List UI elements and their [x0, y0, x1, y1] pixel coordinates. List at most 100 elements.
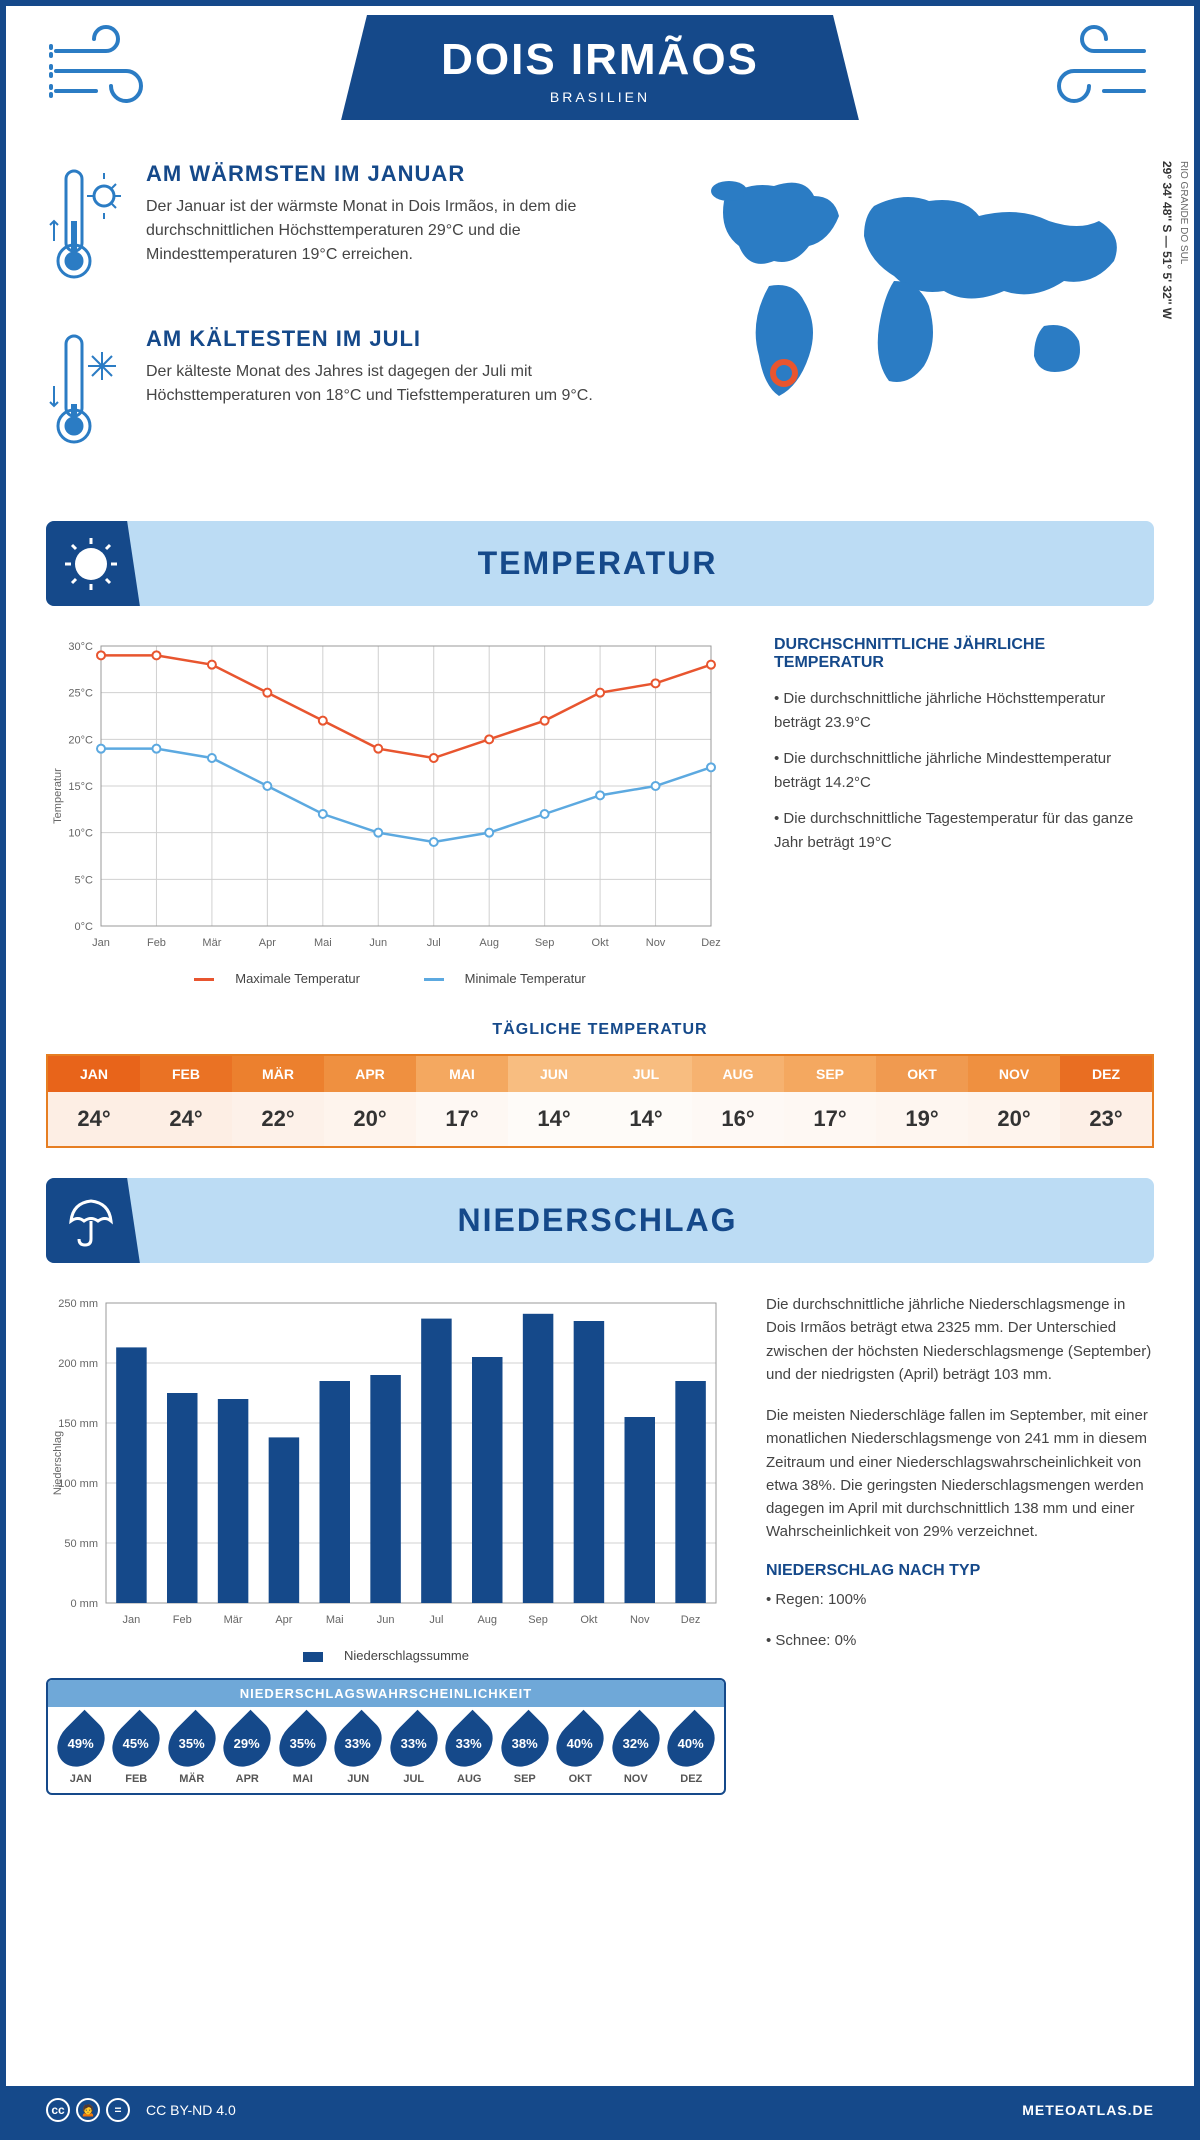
svg-text:Nov: Nov	[630, 1614, 650, 1626]
svg-text:Aug: Aug	[477, 1614, 497, 1626]
warmest-block: AM WÄRMSTEN IM JANUAR Der Januar ist der…	[46, 161, 634, 291]
temperature-info: DURCHSCHNITTLICHE JÄHRLICHE TEMPERATUR •…	[774, 636, 1154, 986]
precipitation-heading: NIEDERSCHLAG	[141, 1202, 1154, 1239]
intro-section: AM WÄRMSTEN IM JANUAR Der Januar ist der…	[46, 161, 1154, 491]
nd-icon: =	[106, 2098, 130, 2122]
wind-icon-left	[46, 21, 186, 121]
probability-item: 49%JAN	[53, 1717, 109, 1785]
probability-item: 29%APR	[220, 1717, 276, 1785]
svg-text:Jun: Jun	[377, 1614, 395, 1626]
svg-text:Jul: Jul	[429, 1614, 443, 1626]
daily-col: MAI17°	[416, 1056, 508, 1146]
svg-text:200 mm: 200 mm	[58, 1358, 98, 1370]
probability-item: 32%NOV	[608, 1717, 664, 1785]
svg-text:30°C: 30°C	[68, 641, 93, 653]
probability-item: 38%SEP	[497, 1717, 553, 1785]
daily-col: JUN14°	[508, 1056, 600, 1146]
svg-text:Mai: Mai	[326, 1614, 344, 1626]
daily-col: NOV20°	[968, 1056, 1060, 1146]
svg-text:Temperatur: Temperatur	[52, 768, 64, 824]
svg-text:Feb: Feb	[147, 937, 166, 949]
max-temp-legend: Maximale Temperatur	[235, 971, 360, 986]
world-map-icon	[674, 161, 1154, 421]
coldest-title: AM KÄLTESTEN IM JULI	[146, 326, 634, 352]
svg-text:Dez: Dez	[681, 1614, 701, 1626]
svg-text:10°C: 10°C	[68, 828, 93, 840]
daily-temp-table: JAN24°FEB24°MÄR22°APR20°MAI17°JUN14°JUL1…	[46, 1054, 1154, 1148]
thermometer-cold-icon	[46, 326, 126, 456]
svg-text:Aug: Aug	[479, 937, 499, 949]
daily-col: MÄR22°	[232, 1056, 324, 1146]
svg-text:Sep: Sep	[528, 1614, 548, 1626]
svg-text:Apr: Apr	[275, 1614, 292, 1626]
precip-para-1: Die meisten Niederschläge fallen im Sept…	[766, 1404, 1154, 1544]
cc-license: cc 🙍 = CC BY-ND 4.0	[46, 2098, 236, 2122]
precipitation-info: Die durchschnittliche jährliche Niedersc…	[766, 1293, 1154, 1795]
region-text: RIO GRANDE DO SUL	[1178, 161, 1189, 264]
license-text: CC BY-ND 4.0	[146, 2102, 236, 2118]
footer: cc 🙍 = CC BY-ND 4.0 METEOATLAS.DE	[6, 2086, 1194, 2134]
svg-text:150 mm: 150 mm	[58, 1418, 98, 1430]
svg-text:Jun: Jun	[369, 937, 387, 949]
svg-text:Okt: Okt	[580, 1614, 597, 1626]
by-icon: 🙍	[76, 2098, 100, 2122]
svg-text:Nov: Nov	[646, 937, 666, 949]
temperature-section-header: TEMPERATUR	[46, 521, 1154, 606]
temperature-legend: Maximale Temperatur Minimale Temperatur	[46, 971, 734, 986]
warmest-text: Der Januar ist der wärmste Monat in Dois…	[146, 195, 634, 267]
daily-col: JUL14°	[600, 1056, 692, 1146]
temp-bullet-0: • Die durchschnittliche jährliche Höchst…	[774, 687, 1154, 735]
coordinates-text: 29° 34' 48'' S — 51° 5' 32'' W	[1160, 161, 1174, 421]
title-banner: DOIS IRMÃOS BRASILIEN	[341, 15, 859, 120]
daily-col: APR20°	[324, 1056, 416, 1146]
probability-item: 33%AUG	[442, 1717, 498, 1785]
header: DOIS IRMÃOS BRASILIEN	[46, 6, 1154, 121]
svg-text:Mai: Mai	[314, 937, 332, 949]
temp-bullet-2: • Die durchschnittliche Tagestemperatur …	[774, 807, 1154, 855]
temperature-chart: 0°C5°C10°C15°C20°C25°C30°CJanFebMärAprMa…	[46, 636, 734, 986]
svg-text:Mär: Mär	[202, 937, 221, 949]
svg-text:Niederschlag: Niederschlag	[52, 1431, 64, 1495]
daily-col: FEB24°	[140, 1056, 232, 1146]
temp-bullet-1: • Die durchschnittliche jährliche Mindes…	[774, 747, 1154, 795]
svg-text:50 mm: 50 mm	[64, 1538, 98, 1550]
svg-text:25°C: 25°C	[68, 688, 93, 700]
svg-text:0 mm: 0 mm	[71, 1598, 99, 1610]
coldest-block: AM KÄLTESTEN IM JULI Der kälteste Monat …	[46, 326, 634, 456]
svg-text:Jan: Jan	[92, 937, 110, 949]
svg-text:5°C: 5°C	[75, 874, 94, 886]
temperature-heading: TEMPERATUR	[141, 545, 1154, 582]
warmest-title: AM WÄRMSTEN IM JANUAR	[146, 161, 634, 187]
thermometer-hot-icon	[46, 161, 126, 291]
sun-icon	[61, 534, 121, 594]
daily-col: JAN24°	[48, 1056, 140, 1146]
svg-text:Dez: Dez	[701, 937, 721, 949]
precip-by-type-title: NIEDERSCHLAG NACH TYP	[766, 1562, 1154, 1580]
precipitation-legend: Niederschlagssumme	[46, 1648, 726, 1663]
probability-item: 35%MÄR	[164, 1717, 220, 1785]
svg-text:250 mm: 250 mm	[58, 1298, 98, 1310]
probability-box: NIEDERSCHLAGSWAHRSCHEINLICHKEIT 49%JAN45…	[46, 1678, 726, 1795]
temp-info-title: DURCHSCHNITTLICHE JÄHRLICHE TEMPERATUR	[774, 636, 1154, 672]
umbrella-icon	[64, 1193, 119, 1248]
min-temp-legend: Minimale Temperatur	[465, 971, 586, 986]
page-title: DOIS IRMÃOS	[441, 35, 759, 85]
svg-text:Okt: Okt	[592, 937, 609, 949]
probability-title: NIEDERSCHLAGSWAHRSCHEINLICHKEIT	[48, 1680, 724, 1707]
daily-col: AUG16°	[692, 1056, 784, 1146]
probability-item: 33%JUL	[386, 1717, 442, 1785]
svg-text:0°C: 0°C	[75, 921, 94, 933]
daily-col: SEP17°	[784, 1056, 876, 1146]
world-map-container: 29° 34' 48'' S — 51° 5' 32'' W RIO GRAND…	[674, 161, 1154, 491]
cc-icon: cc	[46, 2098, 70, 2122]
probability-item: 33%JUN	[331, 1717, 387, 1785]
svg-text:20°C: 20°C	[68, 734, 93, 746]
country-subtitle: BRASILIEN	[441, 89, 759, 105]
precipitation-section-header: NIEDERSCHLAG	[46, 1178, 1154, 1263]
svg-text:Jul: Jul	[427, 937, 441, 949]
precipitation-chart: 0 mm 50 mm 100 mm 150 mm 200 mm 250 mm Nieders…	[46, 1293, 726, 1663]
svg-text:Mär: Mär	[224, 1614, 243, 1626]
precip-para-0: Die durchschnittliche jährliche Niedersc…	[766, 1293, 1154, 1386]
svg-text:100 mm: 100 mm	[58, 1478, 98, 1490]
svg-text:Feb: Feb	[173, 1614, 192, 1626]
